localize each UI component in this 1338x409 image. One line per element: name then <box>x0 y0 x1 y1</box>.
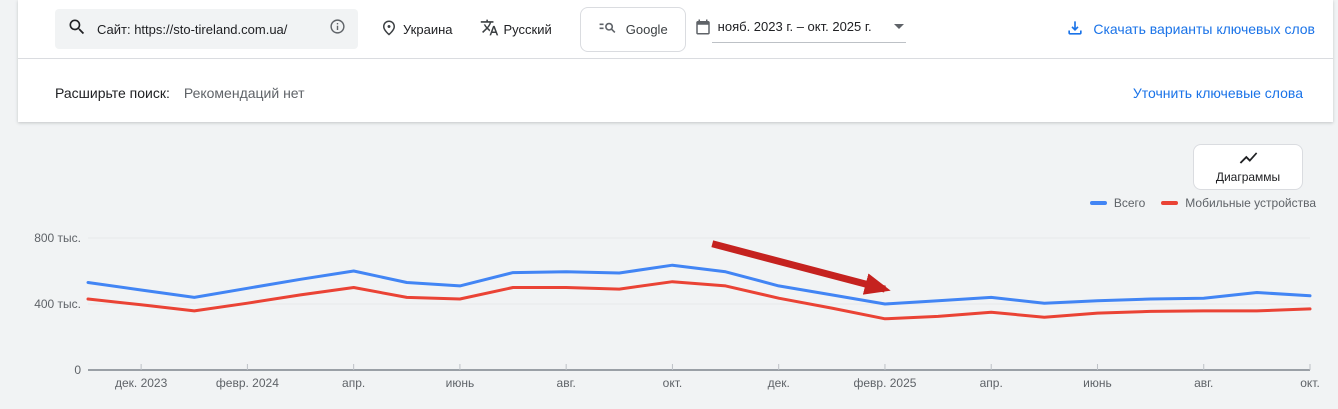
x-tick-label: окт. <box>1300 376 1320 390</box>
date-range-selector[interactable]: нояб. 2023 г. – окт. 2025 г. <box>694 16 906 43</box>
toolbar: Сайт: https://sto-tireland.com.ua/ Украи… <box>18 0 1333 58</box>
legend-label-mobile: Мобильные устройства <box>1185 196 1316 210</box>
site-search-field[interactable]: Сайт: https://sto-tireland.com.ua/ <box>55 9 358 49</box>
legend-swatch-total <box>1089 201 1107 205</box>
chart-legend: Всего Мобильные устройства <box>1089 196 1316 210</box>
network-selector[interactable]: Google <box>579 6 686 52</box>
charts-button[interactable]: Диаграммы <box>1193 144 1303 190</box>
legend-item-mobile[interactable]: Мобильные устройства <box>1161 196 1316 210</box>
legend-item-total[interactable]: Всего <box>1089 196 1146 210</box>
x-tick-label: апр. <box>980 376 1003 390</box>
charts-button-label: Диаграммы <box>1215 170 1281 184</box>
language-label: Русский <box>503 21 552 37</box>
location-pin-icon <box>380 19 398 40</box>
translate-icon <box>480 18 499 40</box>
location-label: Украина <box>403 21 453 37</box>
x-tick-label: дек. 2023 <box>115 376 168 390</box>
chevron-down-icon[interactable] <box>893 23 904 29</box>
trend-chart[interactable]: 0 400 тыс. 800 тыс. дек. 2023 февр. 2024 апр.… <box>0 228 1338 406</box>
top-panel: Сайт: https://sto-tireland.com.ua/ Украи… <box>18 0 1333 122</box>
legend-label-total: Всего <box>1113 196 1146 210</box>
language-selector[interactable]: Русский <box>480 18 552 40</box>
no-recommendations-text: Рекомендаций нет <box>183 84 305 101</box>
x-tick-label: авг. <box>1194 376 1213 390</box>
legend-swatch-mobile <box>1161 201 1179 205</box>
date-range-main: нояб. 2023 г. – окт. 2025 г. <box>711 16 906 43</box>
toolbar-divider <box>18 58 1333 59</box>
x-tick-label: авг. <box>557 376 576 390</box>
info-icon[interactable] <box>329 18 346 40</box>
expand-search-label: Расширьте поиск: <box>55 84 170 101</box>
y-tick-label: 800 тыс. <box>34 231 81 245</box>
series-line-total <box>86 263 1312 306</box>
trend-arrow-annotation <box>711 240 891 295</box>
refine-keywords-link[interactable]: Уточнить ключевые слова <box>1132 84 1303 101</box>
date-range-value: нояб. 2023 г. – окт. 2025 г. <box>717 18 872 34</box>
download-keywords-label: Скачать варианты ключевых слов <box>1093 21 1315 37</box>
search-icon <box>67 17 87 42</box>
x-tick-label: февр. 2025 <box>853 376 916 390</box>
x-tick-label: окт. <box>663 376 683 390</box>
network-label: Google <box>625 21 668 37</box>
y-tick-label: 400 тыс. <box>34 297 81 311</box>
location-selector[interactable]: Украина <box>380 19 453 40</box>
x-tick-label: июнь <box>1083 376 1112 390</box>
download-keywords-link[interactable]: Скачать варианты ключевых слов <box>1065 18 1315 41</box>
calendar-icon <box>694 18 712 41</box>
download-icon <box>1065 18 1085 41</box>
x-tick-label: апр. <box>342 376 365 390</box>
search-network-icon <box>598 18 617 40</box>
series-line-mobile <box>86 280 1312 321</box>
site-search-value: Сайт: https://sto-tireland.com.ua/ <box>97 21 288 37</box>
line-chart-icon <box>1238 150 1259 169</box>
refine-bar: Расширьте поиск: Рекомендаций нет Уточни… <box>18 59 1333 122</box>
x-tick-label: дек. <box>768 376 790 390</box>
y-tick-label: 0 <box>74 363 81 377</box>
x-tick-label: февр. 2024 <box>216 376 279 390</box>
x-tick-label: июнь <box>446 376 475 390</box>
